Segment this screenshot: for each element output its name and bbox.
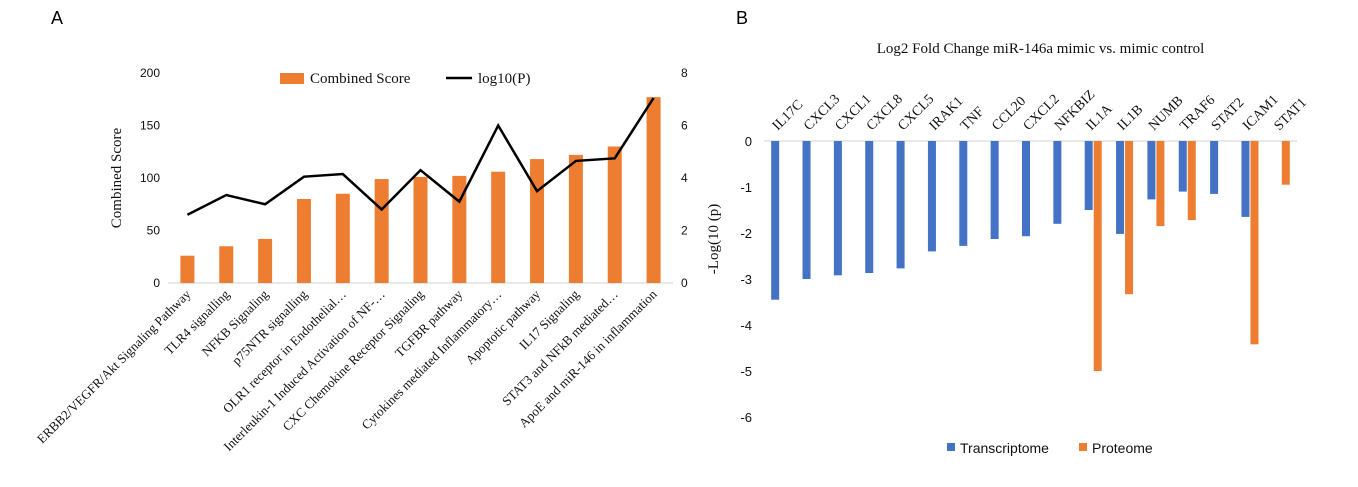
a-y-tick-label: 200 (140, 66, 160, 80)
b-bar-transcriptome (1022, 141, 1030, 237)
b-category-label: NUMB (1146, 94, 1186, 134)
b-bar-transcriptome (927, 141, 936, 252)
a-y-axis-label: Combined Score (109, 127, 125, 228)
b-bar-proteome (1281, 141, 1290, 185)
b-bar-transcriptome (1147, 141, 1156, 200)
a-category-label: TGFBR pathway (392, 286, 466, 360)
b-legend-swatch (947, 443, 955, 451)
a-legend-swatch-bar (280, 73, 304, 84)
a-category-label: Cytokines mediated Inflammatory… (358, 287, 504, 433)
a-bar (491, 171, 506, 283)
b-category-label: IL17C (770, 97, 806, 133)
b-legend-swatch (1079, 443, 1087, 451)
b-bar-transcriptome (990, 141, 999, 239)
a-bar (180, 255, 195, 283)
a-y2-tick-label: 0 (681, 276, 688, 290)
a-y2-tick-label: 8 (681, 66, 688, 80)
a-category-label: ERBB2/VEGFR/Akt Signaling Pathway (34, 286, 194, 446)
b-legend: Transcriptome Proteome (947, 440, 1153, 456)
a-legend-label: log10(P) (478, 71, 531, 87)
a-category-label: CXC Chemokine Receptor Signaling (279, 286, 427, 434)
a-y2-tick-label: 2 (681, 224, 688, 238)
a-bar (530, 159, 545, 283)
b-category-label: CCL20 (989, 94, 1029, 134)
b-bar-proteome (1125, 141, 1134, 295)
b-y-tick-label: 0 (745, 134, 752, 149)
b-bar-proteome (1156, 141, 1165, 227)
a-bar (413, 176, 428, 283)
a-bar (568, 154, 583, 283)
b-legend-label: Transcriptome (960, 440, 1049, 456)
b-y-axis-label: -Log(10 (p) (706, 204, 722, 274)
a-category-label: NFKB Signaling (199, 286, 272, 359)
b-chart-title: Log2 Fold Change miR-146a mimic vs. mimi… (877, 41, 1204, 57)
b-bar-transcriptome (896, 141, 905, 269)
b-bar-proteome (1093, 141, 1102, 371)
a-bar (296, 199, 311, 283)
a-bar (452, 175, 467, 283)
b-bar-transcriptome (959, 141, 968, 246)
a-bar (374, 179, 389, 283)
b-category-label: TNF (958, 104, 987, 133)
b-bar-proteome (1250, 141, 1259, 345)
b-y-tick-label: -6 (740, 410, 752, 425)
a-series-line (186, 97, 655, 216)
b-bar-transcriptome (771, 141, 780, 300)
a-bar (219, 246, 234, 283)
a-y2-tick-label: 6 (681, 119, 688, 133)
b-y-tick-label: -2 (740, 226, 752, 241)
b-bar-transcriptome (1116, 141, 1125, 234)
b-bar-transcriptome (1178, 141, 1187, 192)
b-y-tick-label: -4 (740, 318, 752, 333)
a-y2-tick-label: 4 (681, 171, 688, 185)
a-legend: Combined Score log10(P) (280, 71, 531, 87)
b-y-tick-label: -5 (740, 364, 752, 379)
a-y-tick-label: 150 (140, 119, 160, 133)
b-bar-transcriptome (1084, 141, 1093, 210)
a-bar (607, 146, 622, 283)
b-bar-transcriptome (833, 141, 842, 276)
a-bar (258, 238, 273, 283)
b-bar-transcriptome (865, 141, 874, 274)
b-bar-proteome (1187, 141, 1196, 221)
b-bar-transcriptome (1210, 141, 1219, 194)
b-bar-transcriptome (1241, 141, 1250, 217)
a-y-tick-label: 100 (140, 171, 160, 185)
b-bar-transcriptome (802, 141, 811, 279)
chart-a: 0 50 100 150 200 0 2 4 6 8 Combined Score ERBB2/VEG… (34, 66, 688, 454)
b-bar-transcriptome (1053, 141, 1062, 224)
b-legend-label: Proteome (1092, 440, 1153, 456)
chart-b: Log2 Fold Change miR-146a mimic vs. mimi… (706, 41, 1310, 456)
panel-a-letter: A (51, 8, 64, 28)
panel-b-letter: B (736, 8, 749, 28)
a-y-tick-label: 0 (153, 276, 160, 290)
b-y-tick-label: -1 (740, 180, 752, 195)
a-legend-label: Combined Score (310, 71, 411, 87)
a-bar (646, 97, 661, 284)
b-y-tick-label: -3 (740, 272, 752, 287)
a-y-tick-label: 50 (147, 224, 161, 238)
b-category-label: IL1B (1115, 102, 1147, 134)
a-bar (335, 193, 350, 283)
